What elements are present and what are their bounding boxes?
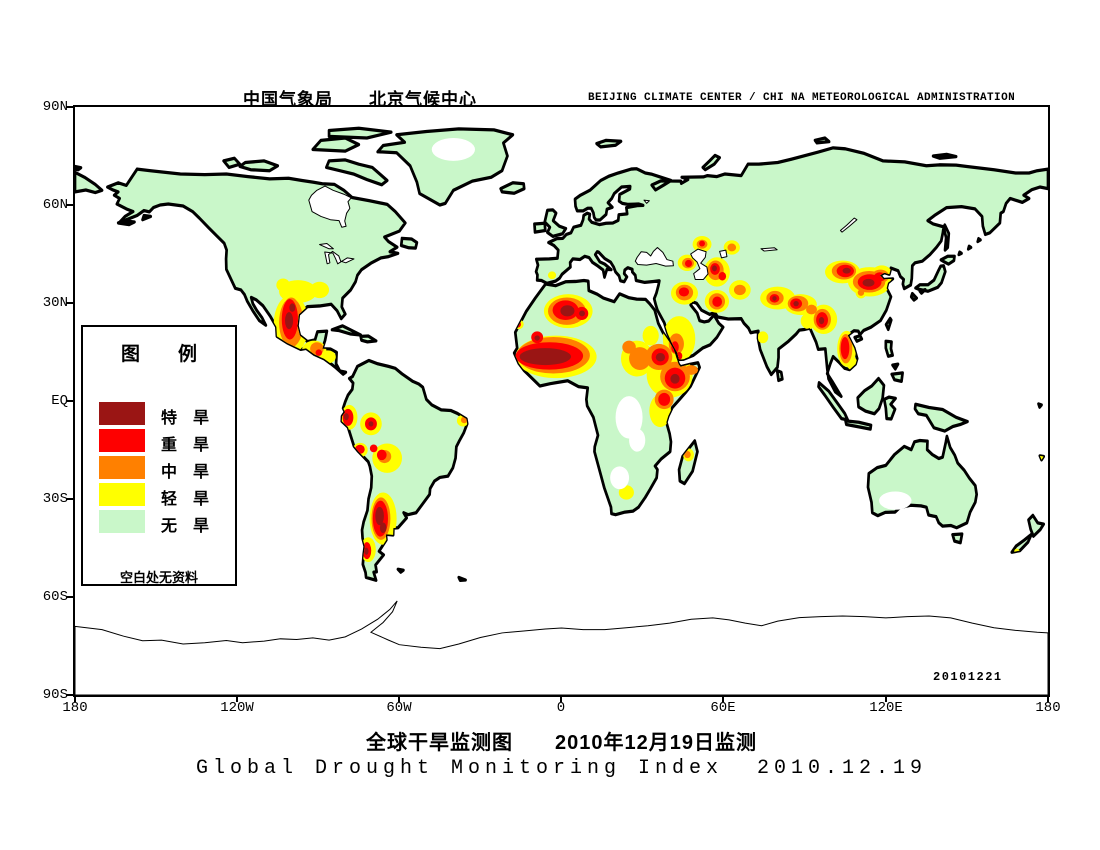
legend-row-none: 无 旱 (83, 510, 235, 535)
world-map (75, 126, 1048, 695)
lat-tick (66, 694, 74, 696)
legend-row-moderate: 中 旱 (83, 456, 235, 481)
lat-label-eq: EQ (51, 393, 68, 409)
legend-swatch-extreme (99, 402, 145, 425)
legend-swatch-none (99, 510, 145, 533)
lat-tick (66, 106, 74, 108)
lat-tick (66, 302, 74, 304)
lon-label-120w: 120W (220, 700, 254, 716)
lake-balkhash (761, 248, 777, 251)
legend-label-extreme: 特 旱 (161, 410, 210, 427)
lon-label-180e: 180 (1035, 700, 1061, 716)
black-sea (635, 247, 673, 266)
lon-tick (560, 695, 562, 702)
lon-label-120e: 120E (869, 700, 903, 716)
lat-tick (66, 498, 74, 500)
lon-tick (74, 695, 76, 702)
lat-label-30n: 30N (42, 295, 68, 311)
date-stamp: 20101221 (933, 670, 1003, 684)
legend-label-severe: 重 旱 (161, 437, 210, 454)
legend-row-light: 轻 旱 (83, 483, 235, 508)
lon-tick (885, 695, 887, 702)
no-data-patches (431, 138, 912, 510)
lon-tick (1047, 695, 1049, 702)
legend-label-light: 轻 旱 (161, 491, 210, 508)
legend-swatch-severe (99, 429, 145, 452)
legend-box: 图 例 特 旱 重 旱 中 旱 轻 旱 无 旱 空白处无资料 (81, 325, 237, 586)
antarctica (75, 601, 1048, 695)
aral-sea (720, 250, 727, 258)
drought-shading (273, 236, 1044, 563)
lat-label-60n: 60N (42, 197, 68, 213)
lat-label-60s: 60S (42, 589, 68, 605)
lat-tick (66, 204, 74, 206)
title-en: Global Drought Monitoring Index 2010.12.… (195, 757, 928, 780)
lat-label-90n: 90N (42, 99, 68, 115)
legend-label-none: 无 旱 (161, 518, 210, 535)
lon-tick (722, 695, 724, 702)
lon-label-60e: 60E (710, 700, 736, 716)
lake-ladoga (644, 200, 649, 203)
lon-label-180w: 180 (62, 700, 88, 716)
title-cn: 全球干旱监测图 2010年12月19日监测 (366, 732, 757, 754)
lake-baikal (840, 218, 856, 232)
lon-label-60w: 60W (386, 700, 412, 716)
extreme-drought-layer (285, 265, 875, 555)
hudson-bay (309, 186, 351, 227)
legend-label-moderate: 中 旱 (161, 464, 210, 481)
header-en: BEIJING CLIMATE CENTER / CHI NA METEOROL… (588, 92, 1016, 104)
great-lakes (320, 244, 354, 264)
legend-swatch-light (99, 483, 145, 506)
legend-title: 图 例 (120, 344, 197, 365)
lon-tick (398, 695, 400, 702)
lat-tick (66, 400, 74, 402)
legend-swatch-moderate (99, 456, 145, 479)
header-cn: 中国气象局 北京气候中心 (243, 90, 477, 109)
lat-label-30s: 30S (42, 491, 68, 507)
lakes-and-seas (309, 186, 857, 279)
legend-note: 空白处无资料 (119, 570, 198, 585)
legend-row-extreme: 特 旱 (83, 402, 235, 427)
lon-tick (236, 695, 238, 702)
legend-row-severe: 重 旱 (83, 429, 235, 454)
caspian-sea (691, 249, 708, 279)
lat-tick (66, 596, 74, 598)
lat-label-90s: 90S (42, 687, 68, 703)
lon-label-0: 0 (556, 700, 566, 716)
